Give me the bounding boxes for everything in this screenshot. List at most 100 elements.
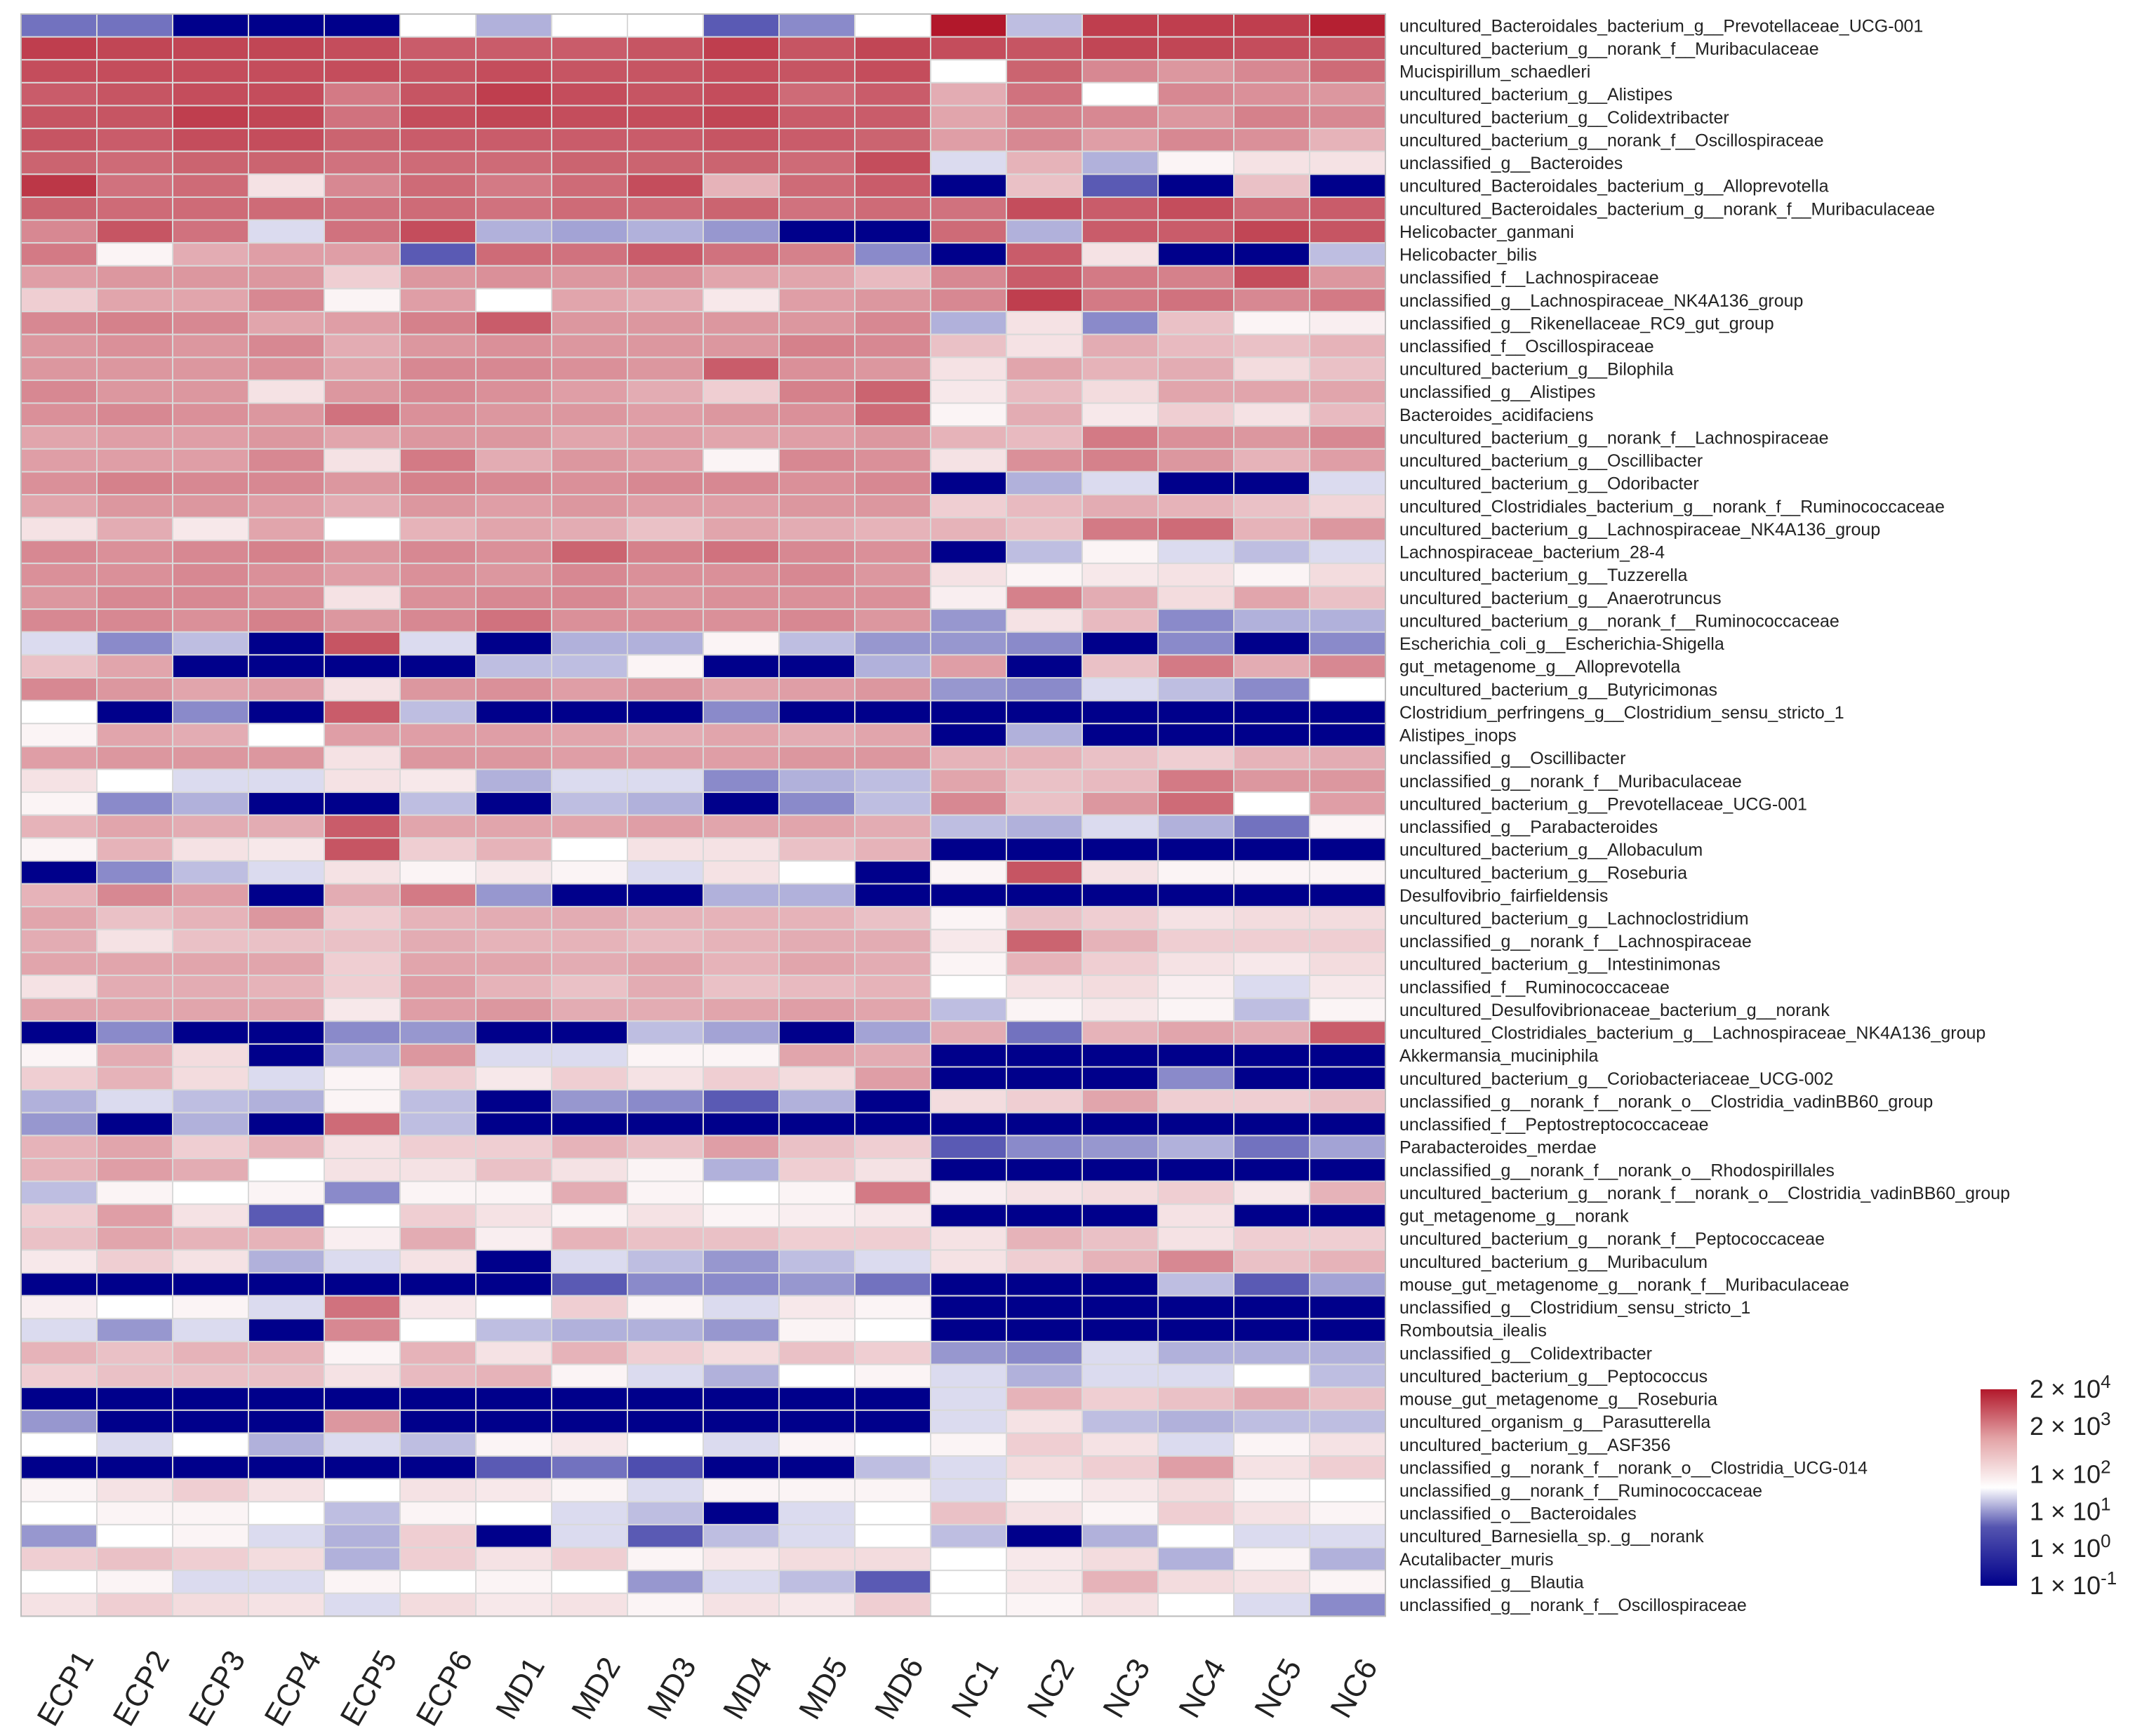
heatmap-cell (854, 196, 931, 221)
row-label: uncultured_bacterium_g__Oscillibacter (1399, 451, 1703, 471)
heatmap-cell (1309, 1043, 1386, 1068)
heatmap-cell (172, 723, 249, 747)
heatmap-cell (703, 59, 780, 83)
heatmap-cell (399, 631, 477, 656)
heatmap-cell (930, 1478, 1007, 1503)
heatmap-cell (778, 333, 856, 359)
heatmap-cell (475, 951, 552, 977)
heatmap-cell (20, 1432, 98, 1457)
heatmap-cell (20, 265, 98, 290)
heatmap-cell (172, 860, 249, 885)
row-label: uncultured_bacterium_g__Colidextribacter (1399, 108, 1729, 128)
heatmap-cell (551, 128, 628, 152)
heatmap-cell (248, 1570, 325, 1594)
heatmap-cell (96, 379, 173, 404)
row-label: unclassified_g__Clostridium_sensu_strict… (1399, 1298, 1750, 1318)
heatmap-cell (1006, 471, 1083, 496)
heatmap-cell (20, 1203, 98, 1228)
heatmap-cell (1082, 173, 1159, 198)
heatmap-cell (475, 13, 552, 38)
row-label: unclassified_f__Peptostreptococcaceae (1399, 1115, 1709, 1135)
heatmap-cell (703, 1249, 780, 1274)
heatmap-cell (172, 837, 249, 862)
row-label: uncultured_Barnesiella_sp._g__norank (1399, 1527, 1704, 1546)
heatmap-cell (1157, 150, 1235, 175)
heatmap-cell (627, 997, 704, 1022)
heatmap-cell (1233, 1066, 1310, 1091)
heatmap-cell (930, 1111, 1007, 1137)
heatmap-cell (854, 150, 931, 175)
row-label: unclassified_g__Bacteroides (1399, 154, 1623, 173)
heatmap-cell (1082, 883, 1159, 908)
heatmap-cell (930, 425, 1007, 450)
heatmap-cell (248, 562, 325, 587)
heatmap-cell (399, 1592, 477, 1617)
heatmap-cell (627, 791, 704, 816)
heatmap-cell (399, 1180, 477, 1205)
heatmap-cell (627, 975, 704, 999)
heatmap-cell (854, 1478, 931, 1503)
heatmap-cell (399, 1158, 477, 1182)
heatmap-cell (475, 1020, 552, 1045)
legend-ticks: 2 × 104 2 × 103 1 × 102 1 × 101 1 × 100 1 × 1… (2030, 1371, 2117, 1600)
heatmap-cell (1082, 975, 1159, 999)
heatmap-cell (930, 906, 1007, 930)
heatmap-cell (1157, 59, 1235, 83)
heatmap-cell (854, 1249, 931, 1274)
heatmap-cell (703, 1340, 780, 1365)
heatmap-cell (1082, 196, 1159, 221)
heatmap-cell (172, 1455, 249, 1480)
heatmap-cell (551, 1158, 628, 1182)
heatmap-cell (1006, 1043, 1083, 1068)
heatmap-cell (399, 975, 477, 999)
heatmap-cell (1309, 59, 1386, 83)
heatmap-cell (475, 242, 552, 267)
heatmap-cell (703, 128, 780, 152)
heatmap-cell (551, 1066, 628, 1091)
heatmap-cell (930, 219, 1007, 244)
row-label: unclassified_o__Bacteroidales (1399, 1504, 1637, 1524)
heatmap-cell (20, 723, 98, 747)
heatmap-cell (1157, 311, 1235, 335)
heatmap-cell (1082, 1546, 1159, 1572)
heatmap-cell (930, 745, 1007, 770)
heatmap-cell (1006, 745, 1083, 770)
heatmap-cell (172, 1111, 249, 1137)
heatmap-cell (96, 105, 173, 130)
heatmap-cell (96, 242, 173, 267)
heatmap-cell (627, 906, 704, 930)
heatmap-cell (172, 1409, 249, 1434)
heatmap-cell (475, 1180, 552, 1205)
heatmap-cell (627, 471, 704, 496)
heatmap-cell (930, 1226, 1007, 1251)
heatmap-cell (551, 379, 628, 404)
heatmap-cell (1157, 1363, 1235, 1389)
heatmap-cell (1233, 1158, 1310, 1182)
heatmap-cell (475, 791, 552, 816)
row-label: Clostridium_perfringens_g__Clostridium_s… (1399, 703, 1844, 723)
heatmap-cell (96, 1570, 173, 1594)
heatmap-cell (172, 288, 249, 313)
heatmap-cell (930, 814, 1007, 839)
heatmap-cell (20, 654, 98, 679)
heatmap-cell (1233, 516, 1310, 542)
heatmap-cell (778, 81, 856, 107)
heatmap-cell (778, 723, 856, 747)
heatmap-cell (778, 402, 856, 427)
heatmap-cell (20, 105, 98, 130)
heatmap-cell (703, 1043, 780, 1068)
heatmap-cell (703, 288, 780, 313)
column-label: ECP5 (333, 1645, 404, 1731)
heatmap-cell (172, 906, 249, 930)
heatmap-cell (854, 13, 931, 38)
heatmap-cell (248, 425, 325, 450)
heatmap-cell (930, 1501, 1007, 1525)
heatmap-cell (20, 768, 98, 794)
heatmap-cell (1006, 105, 1083, 130)
heatmap-cell (551, 333, 628, 359)
heatmap-cell (248, 1592, 325, 1617)
heatmap-cell (703, 837, 780, 862)
heatmap-cell (778, 105, 856, 130)
heatmap-cell (1309, 1363, 1386, 1389)
heatmap-cell (703, 13, 780, 38)
